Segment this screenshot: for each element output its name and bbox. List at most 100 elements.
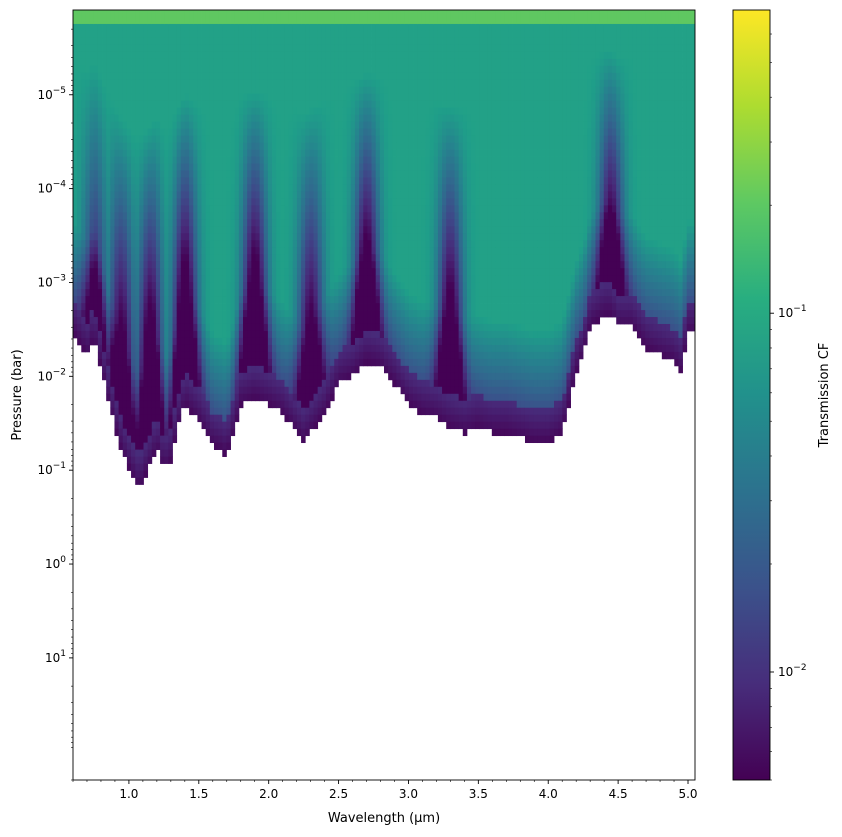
heatmap-cell [93,240,99,248]
heatmap-cell [359,268,364,276]
heatmap-cell [122,142,128,150]
heatmap-cell [371,317,377,325]
heatmap-cell [218,44,223,53]
heatmap-cell [342,275,348,283]
heatmap-cell [143,344,149,353]
heatmap-cell [201,100,207,109]
heatmap-cell [346,16,352,25]
heatmap-cell [321,79,327,88]
heatmap-cell [400,219,406,227]
heatmap-cell [280,93,285,102]
heatmap-cell [118,142,124,150]
heatmap-cell [296,156,302,164]
heatmap-cell [168,86,173,95]
heatmap-cell [375,86,381,95]
heatmap-cell [93,226,99,234]
heatmap-cell [114,254,120,262]
heatmap-cell [176,198,182,206]
heatmap-cell [379,351,385,360]
heatmap-cell [243,254,248,262]
heatmap-cell [371,170,377,178]
heatmap-cell [301,233,306,241]
heatmap-cell [205,254,211,262]
heatmap-cell [354,310,360,318]
heatmap-cell [263,379,269,388]
heatmap-cell [375,107,381,116]
heatmap-cell [73,86,78,95]
heatmap-cell [330,330,335,339]
heatmap-cell [135,310,140,318]
heatmap-cell [309,121,314,130]
heatmap-cell [122,442,128,450]
heatmap-cell [379,226,385,234]
heatmap-cell [404,79,410,88]
heatmap-cell [230,323,236,332]
heatmap-cell [164,317,169,325]
heatmap-cell [247,393,252,402]
heatmap-cell [267,128,273,136]
heatmap-cell [288,275,294,283]
heatmap-cell [251,337,256,346]
heatmap-cell [375,226,381,234]
heatmap-cell [313,247,319,255]
heatmap-cell [151,303,157,311]
heatmap-cell [110,79,115,88]
heatmap-cell [118,23,124,32]
heatmap-cell [384,296,389,304]
heatmap-cell [417,121,422,130]
heatmap-cell [301,317,306,325]
heatmap-cell [234,100,240,109]
heatmap-cell [379,107,385,116]
heatmap-cell [114,275,120,283]
heatmap-cell [342,212,348,220]
heatmap-cell [247,219,252,227]
heatmap-cell [259,79,265,88]
heatmap-cell [388,65,393,74]
heatmap-cell [131,449,136,457]
heatmap-cell [413,10,418,18]
heatmap-cell [272,37,277,46]
heatmap-cell [284,114,290,123]
heatmap-cell [263,317,269,325]
heatmap-cell [126,191,132,199]
heatmap-cell [243,330,248,339]
heatmap-cell [164,358,169,367]
heatmap-cell [354,226,360,234]
heatmap-cell [222,219,227,227]
heatmap-cell [209,128,215,136]
heatmap-cell [325,163,331,171]
heatmap-cell [213,37,219,46]
heatmap-cell [288,205,294,213]
heatmap-cell [350,289,356,297]
heatmap-cell [122,323,128,332]
heatmap-cell [301,275,306,283]
heatmap-cell [255,317,260,325]
heatmap-cell [379,254,385,262]
heatmap-cell [363,107,368,116]
heatmap-cell [284,205,290,213]
heatmap-cell [425,226,431,234]
heatmap-cell [359,330,364,339]
heatmap-cell [151,128,157,136]
heatmap-cell [226,268,231,276]
heatmap-cell [259,261,265,269]
heatmap-cell [180,114,186,123]
heatmap-cell [280,198,285,206]
heatmap-cell [131,351,136,360]
heatmap-cell [267,219,273,227]
heatmap-cell [413,142,418,150]
heatmap-cell [272,93,277,102]
heatmap-cell [259,93,265,102]
heatmap-cell [359,58,364,67]
heatmap-cell [408,86,414,95]
heatmap-cell [234,44,240,53]
heatmap-cell [247,365,252,374]
heatmap-cell [147,93,153,102]
heatmap-cell [325,219,331,227]
heatmap-cell [392,114,397,123]
heatmap-cell [160,212,165,220]
heatmap-cell [126,79,132,88]
heatmap-cell [425,393,431,402]
heatmap-cell [226,107,231,116]
heatmap-cell [251,10,256,18]
